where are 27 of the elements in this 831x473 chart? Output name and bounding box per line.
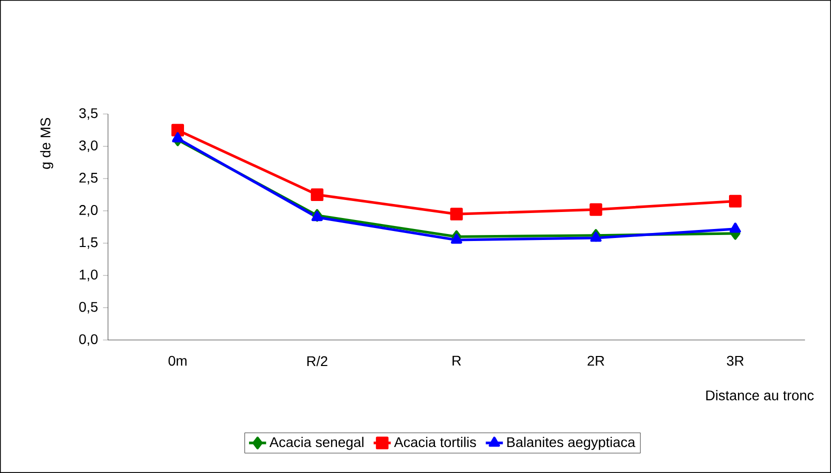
legend-label: Balanites aegyptiaca [507, 436, 636, 450]
x-tick-label: 2R [588, 356, 604, 366]
point [728, 194, 742, 208]
legend-label: Acacia senegal [269, 436, 364, 450]
point [450, 208, 463, 220]
point [730, 222, 741, 233]
y-tick-label: 1,5 [80, 237, 98, 249]
x-axis-title: Distance au tronc [706, 390, 814, 400]
point [590, 203, 602, 216]
x-tick-label: R/2 [307, 356, 328, 366]
x-tick-label: R [452, 356, 461, 366]
y-tick-label: 3,5 [79, 108, 98, 120]
x-tick-label: 3R [726, 356, 744, 366]
y-tick-label: 0,5 [79, 302, 98, 314]
y-tick-label: 3,0 [79, 140, 98, 152]
y-tick-label: 2,0 [79, 205, 98, 217]
point [450, 234, 462, 244]
y-axis-title: g de MS [40, 118, 54, 169]
y-tick-label: 2,5 [79, 172, 98, 184]
point [171, 124, 184, 136]
y-tick-label: 0,0 [79, 334, 98, 346]
x-tick-label: 0m [168, 356, 187, 366]
point [590, 232, 602, 242]
y-tick-label: 1,0 [80, 270, 98, 282]
point [310, 188, 324, 202]
point [172, 132, 184, 142]
legend-label: Acacia tortilis [394, 436, 476, 448]
